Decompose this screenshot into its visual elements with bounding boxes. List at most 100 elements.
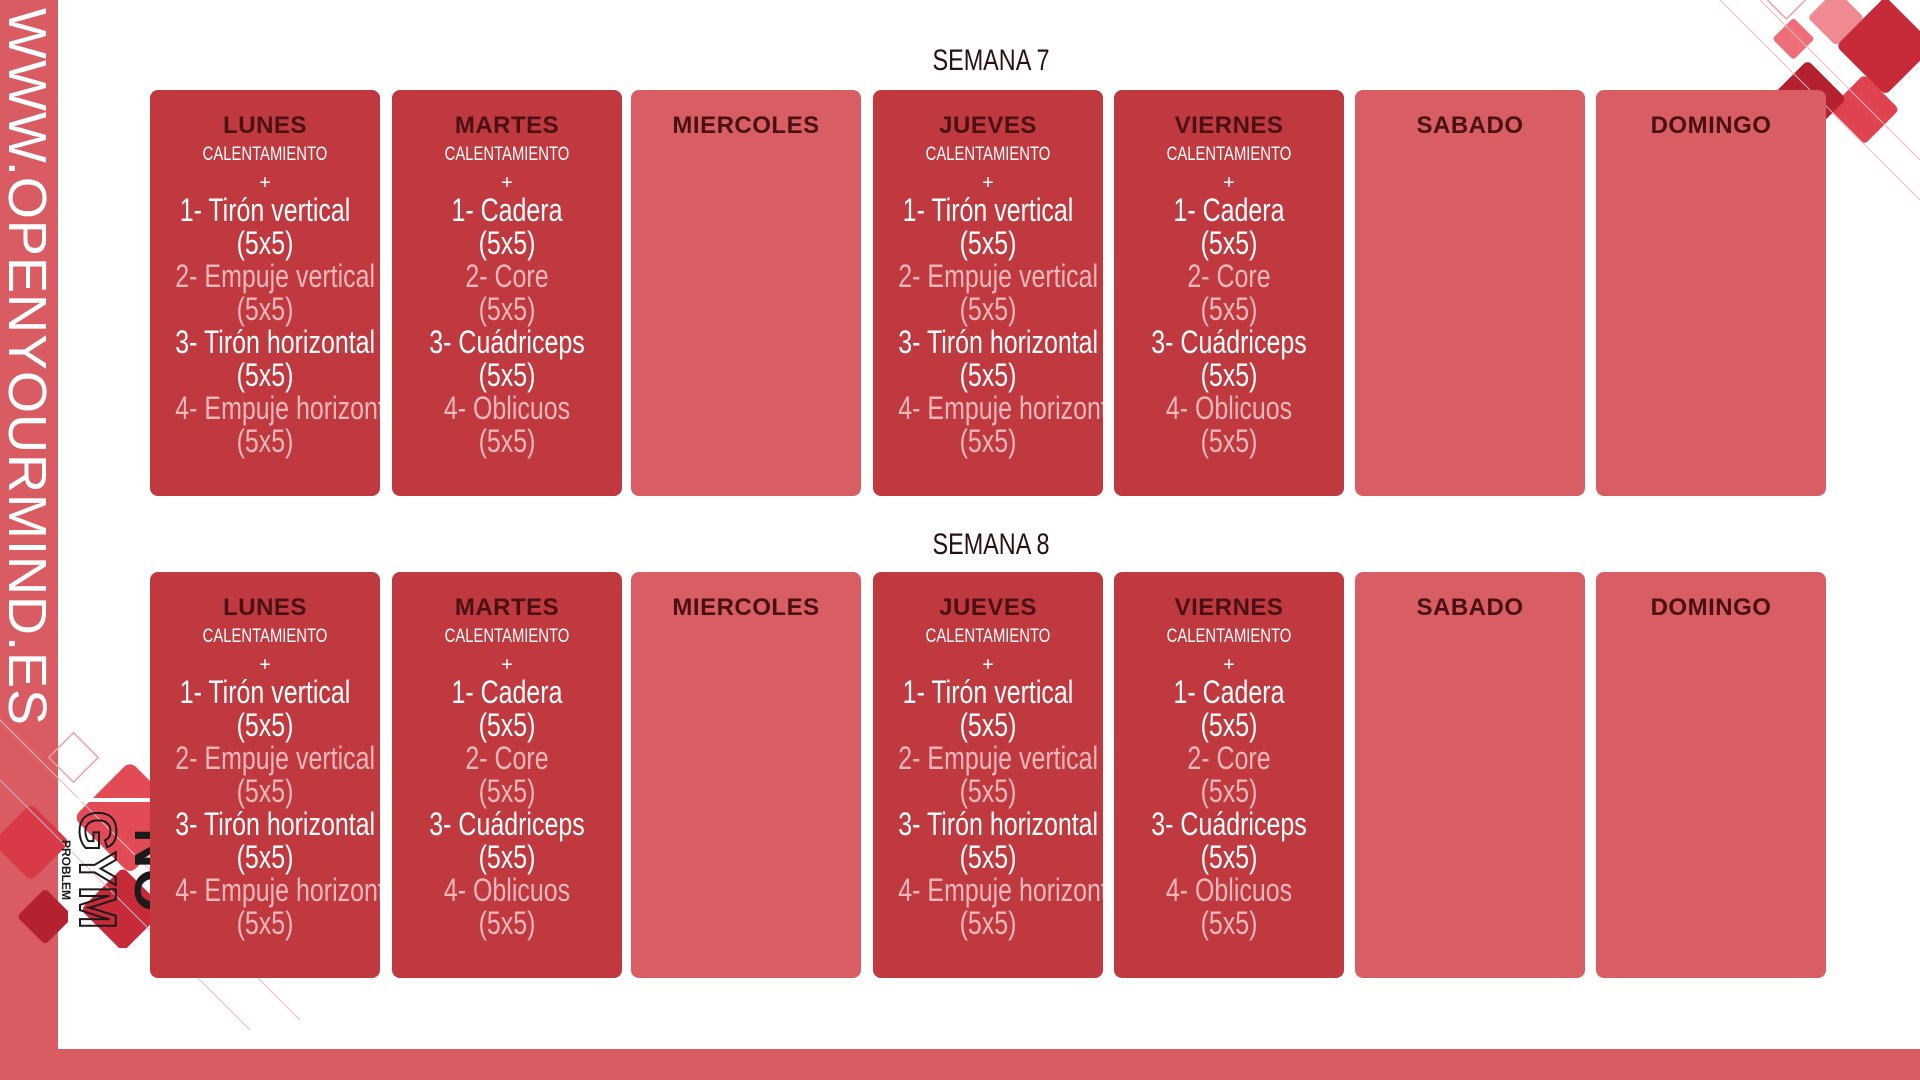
exercise-name: 4- Oblicuos <box>1165 872 1293 908</box>
day-card-miercoles: MIERCOLES <box>631 90 861 496</box>
day-card-sabado: SABADO <box>1355 90 1585 496</box>
exercise-sets: (5x5) <box>478 839 536 875</box>
exercise-name: 4- Oblicuos <box>443 872 571 908</box>
exercise-list: 1- Cadera (5x5) 2- Core (5x5) 3- Cuádriceps(… <box>392 676 622 940</box>
day-label: VIERNES <box>1174 594 1284 621</box>
exercise-name: 3- Cuádriceps <box>1151 806 1307 842</box>
day-card-domingo: DOMINGO <box>1596 572 1826 978</box>
exercise-name: 2- Empuje vertical <box>898 740 1099 776</box>
exercise-sets: (5x5) <box>478 357 536 393</box>
exercise-name: 4- Empuje horizontal <box>175 872 380 908</box>
plus-sign: + <box>982 172 994 194</box>
sidebar-url: WWW.OPENYOURMIND.ES <box>0 8 57 726</box>
exercise-sets: (5x5) <box>478 291 536 327</box>
exercise-sets: (5x5) <box>959 707 1017 743</box>
exercise-list: 1- Cadera (5x5) 2- Core (5x5) 3- Cuádriceps(… <box>1114 194 1344 458</box>
exercise-list: 1- Tirón vertical (5x5) 2- Empuje vertical… <box>150 194 380 458</box>
exercise-name: 2- Core <box>1187 740 1271 776</box>
exercise-sets: (5x5) <box>1200 773 1258 809</box>
exercise-name: 1- Tirón vertical <box>902 192 1074 228</box>
exercise-sets: (5x5) <box>1200 225 1258 261</box>
day-card-miercoles: MIERCOLES <box>631 572 861 978</box>
exercise-sets: (5x5) <box>1200 291 1258 327</box>
plus-sign: + <box>501 172 513 194</box>
exercise-name: 4- Oblicuos <box>1165 390 1293 426</box>
day-card-martes: MARTES CALENTAMIENTO +1- Cadera (5x5) 2- Cor… <box>392 572 622 978</box>
day-label: DOMINGO <box>1650 112 1772 139</box>
exercise-name: 1- Tirón vertical <box>902 674 1074 710</box>
exercise-sets: (5x5) <box>236 773 294 809</box>
exercise-name: 3- Tirón horizontal <box>898 324 1099 360</box>
exercise-name: 3- Tirón horizontal <box>898 806 1099 842</box>
exercise-name: 4- Empuje horizontal <box>175 390 380 426</box>
plus-sign: + <box>259 172 271 194</box>
exercise-list: 1- Tirón vertical (5x5) 2- Empuje vertical… <box>873 676 1103 940</box>
svg-text:PROBLEM: PROBLEM <box>60 840 73 900</box>
exercise-sets: (5x5) <box>959 839 1017 875</box>
exercise-sets: (5x5) <box>1200 357 1258 393</box>
exercise-list: 1- Cadera (5x5) 2- Core (5x5) 3- Cuádriceps(… <box>392 194 622 458</box>
svg-text:GYM: GYM <box>68 811 126 929</box>
warmup-label: CALENTAMIENTO <box>444 626 570 647</box>
exercise-sets: (5x5) <box>478 707 536 743</box>
exercise-name: 3- Cuádriceps <box>1151 324 1307 360</box>
exercise-sets: (5x5) <box>959 423 1017 459</box>
exercise-sets: (5x5) <box>1200 905 1258 941</box>
exercise-name: 4- Oblicuos <box>443 390 571 426</box>
day-label: DOMINGO <box>1650 594 1772 621</box>
exercise-sets: (5x5) <box>959 773 1017 809</box>
exercise-sets: (5x5) <box>1200 423 1258 459</box>
day-label: MARTES <box>454 594 560 621</box>
exercise-name: 2- Core <box>1187 258 1271 294</box>
exercise-name: 4- Empuje horizontal <box>898 872 1103 908</box>
day-card-lunes: LUNES CALENTAMIENTO +1- Tirón vertical (5x5… <box>150 572 380 978</box>
exercise-name: 2- Empuje vertical <box>175 740 376 776</box>
exercise-name: 1- Tirón vertical <box>179 674 351 710</box>
day-card-domingo: DOMINGO <box>1596 90 1826 496</box>
day-label: SABADO <box>1416 112 1524 139</box>
bottom-bar <box>0 1049 1920 1080</box>
day-card-viernes: VIERNES CALENTAMIENTO +1- Cadera (5x5) 2- Co… <box>1114 90 1344 496</box>
week-title: SEMANA 8 <box>932 528 1050 561</box>
plus-sign: + <box>1223 172 1235 194</box>
exercise-sets: (5x5) <box>959 225 1017 261</box>
warmup-label: CALENTAMIENTO <box>925 626 1051 647</box>
exercise-name: 3- Cuádriceps <box>429 324 585 360</box>
exercise-sets: (5x5) <box>236 225 294 261</box>
warmup-label: CALENTAMIENTO <box>444 144 570 165</box>
day-label: MIERCOLES <box>672 594 820 621</box>
plus-sign: + <box>259 654 271 676</box>
day-label: SABADO <box>1416 594 1524 621</box>
exercise-name: 2- Empuje vertical <box>175 258 376 294</box>
day-label: LUNES <box>223 112 307 139</box>
day-card-sabado: SABADO <box>1355 572 1585 978</box>
exercise-sets: (5x5) <box>478 773 536 809</box>
exercise-name: 3- Tirón horizontal <box>175 806 376 842</box>
day-card-lunes: LUNES CALENTAMIENTO +1- Tirón vertical (5x5… <box>150 90 380 496</box>
warmup-label: CALENTAMIENTO <box>925 144 1051 165</box>
day-label: MARTES <box>454 112 560 139</box>
exercise-name: 3- Tirón horizontal <box>175 324 376 360</box>
exercise-list: 1- Tirón vertical (5x5) 2- Empuje vertical… <box>150 676 380 940</box>
exercise-name: 2- Core <box>465 258 549 294</box>
exercise-sets: (5x5) <box>1200 839 1258 875</box>
exercise-name: 1- Cadera <box>1173 192 1285 228</box>
exercise-sets: (5x5) <box>236 357 294 393</box>
day-label: JUEVES <box>939 112 1037 139</box>
exercise-list: 1- Cadera (5x5) 2- Core (5x5) 3- Cuádriceps(… <box>1114 676 1344 940</box>
plus-sign: + <box>982 654 994 676</box>
exercise-sets: (5x5) <box>236 423 294 459</box>
exercise-sets: (5x5) <box>959 291 1017 327</box>
exercise-sets: (5x5) <box>959 357 1017 393</box>
day-label: VIERNES <box>1174 112 1284 139</box>
warmup-label: CALENTAMIENTO <box>202 144 328 165</box>
exercise-name: 2- Core <box>465 740 549 776</box>
day-card-jueves: JUEVES CALENTAMIENTO +1- Tirón vertical (5x… <box>873 90 1103 496</box>
exercise-sets: (5x5) <box>236 905 294 941</box>
exercise-sets: (5x5) <box>236 291 294 327</box>
exercise-sets: (5x5) <box>478 225 536 261</box>
exercise-name: 3- Cuádriceps <box>429 806 585 842</box>
day-label: LUNES <box>223 594 307 621</box>
warmup-label: CALENTAMIENTO <box>1166 144 1292 165</box>
exercise-sets: (5x5) <box>478 423 536 459</box>
